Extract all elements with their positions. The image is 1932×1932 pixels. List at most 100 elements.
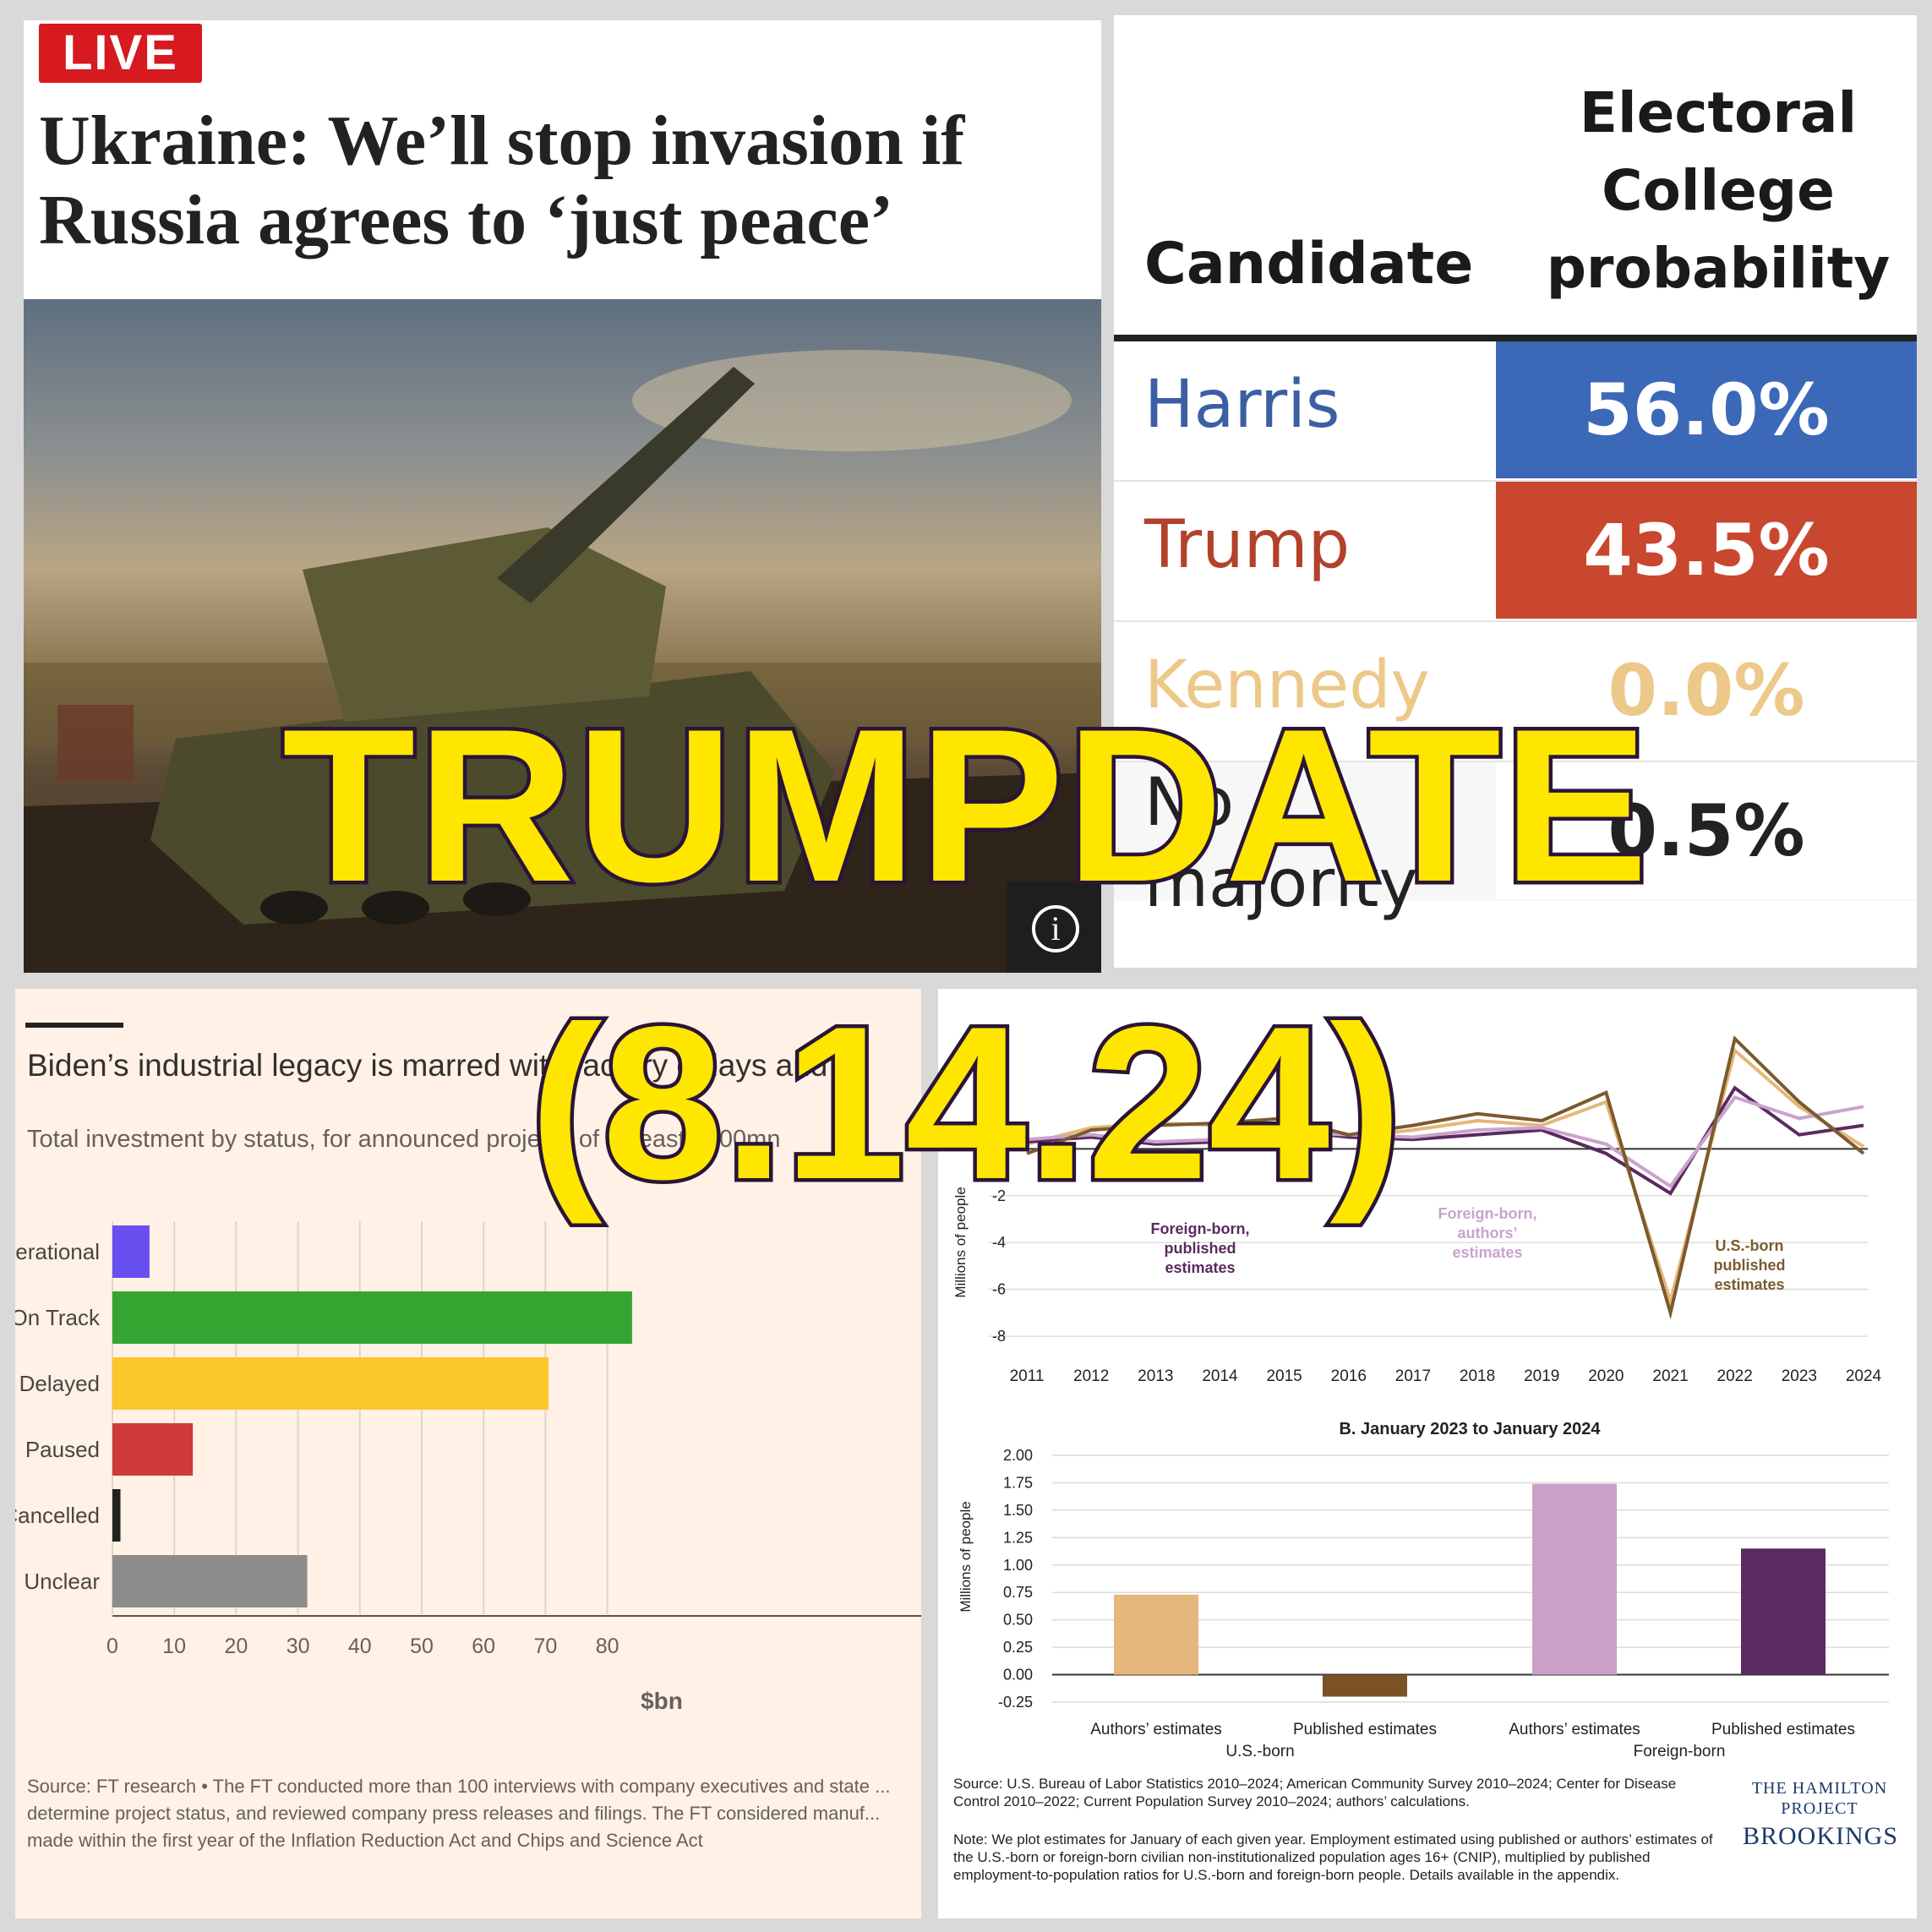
y-tick-label: 2.00 xyxy=(1003,1447,1033,1464)
bar xyxy=(112,1291,632,1344)
x-axis-label: $bn xyxy=(641,1688,683,1714)
x-tick-label: 0 xyxy=(106,1635,118,1658)
y-tick-label: -0.25 xyxy=(998,1694,1033,1711)
candidate-name: No majority xyxy=(1144,765,1418,922)
y-tick-label: 1.00 xyxy=(1003,1557,1033,1574)
probability-value: 56.0% xyxy=(1496,341,1917,478)
probability-value: 0.5% xyxy=(1496,762,1917,899)
tank-photo: i xyxy=(24,299,1101,973)
chart-source: Source: FT research • The FT conducted m… xyxy=(27,1776,891,1851)
x-tick-label: 70 xyxy=(533,1635,557,1658)
x-tick-label: 2022 xyxy=(1717,1367,1753,1385)
title-rule xyxy=(25,1023,123,1028)
group-label: U.S.-born xyxy=(1225,1743,1294,1760)
live-badge: LIVE xyxy=(39,24,202,83)
y-axis-label: Millions of people xyxy=(958,1501,974,1612)
header-candidate: Candidate xyxy=(1144,231,1474,297)
bar xyxy=(1114,1594,1198,1675)
x-tick-label: 2023 xyxy=(1782,1367,1817,1385)
brookings-logo: BROOKINGS xyxy=(1743,1822,1899,1850)
y-tick-label: 1.50 xyxy=(1003,1502,1033,1519)
category-label: Published estimates xyxy=(1293,1721,1437,1738)
category-label: Paused xyxy=(25,1437,100,1462)
category-label: On Track xyxy=(15,1305,101,1330)
bar xyxy=(112,1423,194,1476)
y-tick-label: 0.50 xyxy=(1003,1612,1033,1629)
category-label: Authors’ estimates xyxy=(1090,1721,1222,1738)
news-card[interactable]: LIVE Ukraine: We’ll stop invasion if Rus… xyxy=(24,20,1101,973)
x-tick-label: 2018 xyxy=(1460,1367,1495,1385)
x-tick-label: 60 xyxy=(472,1635,495,1658)
y-tick-label: 0.75 xyxy=(1003,1584,1033,1601)
chart-note: Note: We plot estimates for January of e… xyxy=(953,1831,1713,1883)
bar xyxy=(112,1357,549,1410)
y-tick-label: 0.25 xyxy=(1003,1639,1033,1656)
x-tick-label: 2017 xyxy=(1395,1367,1431,1385)
series-line xyxy=(1026,1094,1864,1189)
candidate-name: Trump xyxy=(1144,507,1351,583)
y-tick-label: 0.00 xyxy=(1003,1667,1033,1684)
y-tick-label: 0 xyxy=(997,1140,1006,1157)
table-row: Harris 56.0% xyxy=(1114,341,1917,482)
table-row: No majority 0.5% xyxy=(1114,762,1917,922)
category-label: Cancelled xyxy=(15,1503,100,1528)
x-tick-label: 2015 xyxy=(1266,1367,1302,1385)
x-tick-label: 2012 xyxy=(1073,1367,1109,1385)
ft-bar-chart: 0 10 20 30 40 50 60 70 80 Operational On Track Dela… xyxy=(15,1221,921,1714)
x-tick-label: 10 xyxy=(162,1635,186,1658)
probability-value: 43.5% xyxy=(1496,482,1917,619)
bar xyxy=(112,1489,121,1542)
bar xyxy=(1532,1483,1617,1675)
header-probability: Electoral College probability xyxy=(1546,80,1891,301)
x-tick-label: 2014 xyxy=(1202,1367,1238,1385)
y-tick-label: -6 xyxy=(992,1281,1006,1298)
tank-illustration xyxy=(24,350,1101,973)
table-row: Trump 43.5% xyxy=(1114,482,1917,622)
bar xyxy=(112,1225,150,1278)
x-tick-label: 2019 xyxy=(1524,1367,1559,1385)
overlay-title: TRUMPDATE xyxy=(278,683,1651,927)
candidate-name: Kennedy xyxy=(1144,647,1430,723)
x-tick-label: 2021 xyxy=(1652,1367,1688,1385)
header-rule xyxy=(1114,335,1917,341)
info-icon: i xyxy=(1032,905,1079,952)
bar xyxy=(1323,1674,1407,1697)
table-row: Kennedy 0.0% xyxy=(1114,622,1917,762)
chart-source: Source: U.S. Bureau of Labor Statistics … xyxy=(953,1776,1677,1809)
ft-chart-panel: Biden’s industrial legacy is marred with… xyxy=(15,989,921,1918)
chart-title: B. January 2023 to January 2024 xyxy=(1339,1420,1601,1438)
info-button[interactable]: i xyxy=(1007,881,1101,973)
bar xyxy=(112,1555,308,1607)
hamilton-charts: 0 -2 -4 -6 -8 2011 2012 2013 2014 2015 2016 2017 201… xyxy=(952,1035,1889,1760)
x-tick-label: 2011 xyxy=(1010,1367,1045,1385)
y-axis-label: Millions of people xyxy=(952,1187,969,1297)
x-tick-label: 40 xyxy=(348,1635,372,1658)
series-annotation: Foreign-born, authors’ estimates xyxy=(1438,1205,1537,1261)
x-tick-label: 20 xyxy=(224,1635,248,1658)
series-line xyxy=(1026,1035,1865,1320)
x-tick-label: 50 xyxy=(410,1635,434,1658)
group-label: Foreign-born xyxy=(1634,1743,1726,1760)
y-tick-label: -4 xyxy=(992,1234,1006,1251)
x-tick-label: 2020 xyxy=(1588,1367,1624,1385)
chart-subtitle: Total investment by status, for announce… xyxy=(27,1126,781,1153)
series-line xyxy=(1026,1085,1864,1196)
category-label: Delayed xyxy=(19,1371,100,1396)
candidate-name: Harris xyxy=(1144,367,1340,443)
y-tick-label: 1.75 xyxy=(1003,1474,1033,1491)
category-label: Published estimates xyxy=(1711,1721,1855,1738)
chart-title: Biden’s industrial legacy is marred with… xyxy=(27,1048,863,1083)
electoral-table: Electoral College probability Candidate … xyxy=(1114,15,1917,968)
category-label: Authors’ estimates xyxy=(1509,1721,1640,1738)
x-tick-label: 2016 xyxy=(1331,1367,1367,1385)
probability-value: 0.0% xyxy=(1496,622,1917,759)
hamilton-chart-panel: 0 -2 -4 -6 -8 2011 2012 2013 2014 2015 2016 2017 201… xyxy=(938,989,1917,1918)
overlay-date: (8.14.24) xyxy=(526,980,1406,1225)
y-tick-label: 1.25 xyxy=(1003,1529,1033,1546)
x-tick-label: 30 xyxy=(287,1635,310,1658)
category-label: Operational xyxy=(15,1239,100,1264)
headline[interactable]: Ukraine: We’ll stop invasion if Russia a… xyxy=(39,101,965,259)
x-tick-label: 2013 xyxy=(1138,1367,1173,1385)
category-label: Unclear xyxy=(24,1569,100,1594)
y-tick-label: -2 xyxy=(992,1187,1006,1204)
